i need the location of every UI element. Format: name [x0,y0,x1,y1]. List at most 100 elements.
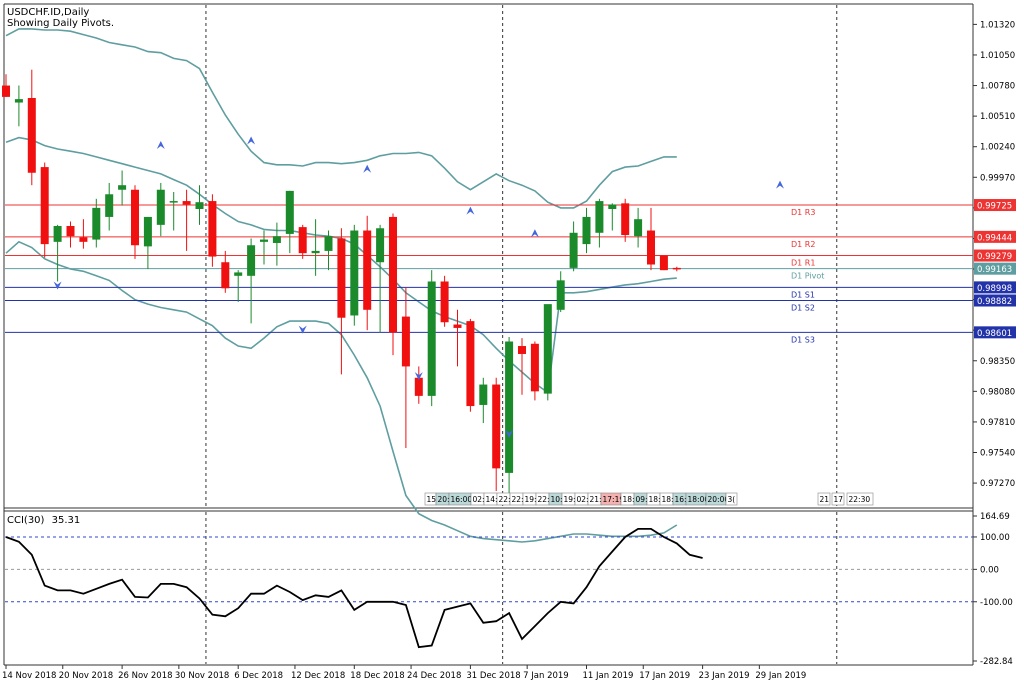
pivot-price-value: 0.98882 [977,297,1012,307]
cci-tick-label: 100.00 [980,533,1010,543]
session-time-label: 18: [649,495,661,504]
cci-tick-label: -100.00 [980,598,1013,608]
price-tick-label: 0.98080 [980,387,1015,397]
candle-body [27,98,36,173]
candle-body [234,272,243,276]
band-upper-line [5,28,677,209]
fractal-up-arrow [776,180,784,189]
candle-body [518,346,526,354]
candle-body [505,341,514,473]
date-tick-label: 14 Nov 2018 [2,671,56,681]
session-time-label: 09: [636,495,648,504]
pivot-price-tag [974,249,1016,262]
session-time-label: 19: [564,495,576,504]
session-time-label: 18: [662,495,674,504]
price-tick-label: 0.97270 [980,479,1015,489]
price-tick-label: 0.97810 [980,418,1015,428]
date-tick-label: 12 Dec 2018 [291,671,345,681]
pivot-price-value: 0.99279 [977,252,1012,262]
price-tick-label: 0.97540 [980,449,1015,459]
pivot-price-value: 0.99163 [977,265,1012,275]
session-time-label: 18:00 [688,495,710,504]
candle-body [131,189,139,246]
pivot-price-value: 0.98601 [977,329,1012,339]
candle-body [285,190,294,234]
session-time-label: 17:19 [603,495,625,504]
candle-body [543,304,552,394]
date-axis: 14 Nov 2018 20 Nov 2018 26 Nov 2018 30 Nov … [2,665,806,681]
candle-body [156,189,165,225]
pivot-price-tag [974,230,1016,243]
candle-body [53,225,62,242]
candle-body [298,227,307,254]
session-time-label: 3( [728,495,736,504]
session-time-label: 02: [577,495,589,504]
fractal-down-arrow [53,281,62,290]
session-time-label: 22: [499,495,511,504]
session-time-label: 14: [486,495,498,504]
cci-name: CCI(30) [7,515,45,526]
candle-body [350,230,359,316]
pivot-label: D1 S2 [791,304,815,313]
price-tick-label: 0.98350 [980,357,1015,367]
session-time-label: 18: [623,495,635,504]
session-time-label: 10: [551,495,563,504]
session-time-label: 02: [473,495,485,504]
candle-body [466,321,475,407]
pivot-price-value: 0.98998 [977,284,1012,294]
fractal-down-arrow [414,372,423,381]
candle-body [221,262,230,289]
candle-body [79,237,88,242]
candle-body [556,280,565,310]
date-tick-label: 17 Jan 2019 [639,671,690,681]
session-time-label: 21 [820,495,830,504]
fractal-up-arrow [156,140,165,149]
candle-body [659,255,668,271]
date-tick-label: 18 Dec 2018 [350,671,404,681]
price-tick-label: 1.00240 [980,143,1015,153]
candle-body [647,230,655,265]
session-time-label: 22: [512,495,524,504]
candle-body [169,201,178,203]
cci-tick-label: 0.00 [980,565,999,575]
price-tick-label: 1.00510 [980,112,1015,122]
pivot-label: D1 S1 [791,290,815,299]
session-time-label: 17 [834,495,844,504]
cci-tick-label: 164.69 [980,512,1010,522]
pivot-label: D1 R2 [791,240,815,249]
session-time-label: 16: [675,495,687,504]
candle-body [569,232,578,268]
pivot-label: D1 Pivot [791,272,824,281]
pivot-label: D1 R1 [791,259,815,268]
candle-body [2,85,10,97]
pivot-price-value: 0.99444 [977,233,1012,243]
candle-body [608,204,617,209]
cci-current-value: 35.31 [52,515,81,526]
candle-body [440,281,449,323]
candle-body [479,384,488,405]
candle-body [427,281,436,396]
session-time-label: 20: [438,495,450,504]
session-time-label: 22:30 [849,495,871,504]
pivot-price-tag [974,281,1016,294]
candle-body [208,201,217,257]
fractal-down-arrow [298,325,307,334]
session-time-label: 20:00 [708,495,730,504]
candle-body [272,236,281,243]
pivot-price-tag [974,294,1016,307]
date-tick-label: 7 Jan 2019 [523,671,569,681]
session-time-box [817,492,831,506]
symbol-title: USDCHF.ID,Daily [7,7,89,18]
cci-panel: 164.69 100.00 0.00 -100.00 -282.84 [5,512,1013,667]
fractal-up-arrow [530,229,539,238]
candle-body [376,228,385,263]
pivot-price-tag [974,262,1016,275]
date-tick-label: 30 Nov 2018 [175,671,229,681]
candle-body [260,239,268,242]
candle-body [453,324,462,328]
candle-body [247,245,256,276]
candle-body [118,185,127,190]
pivot-lines: D1 R3 D1 R2 D1 R1 D1 Pivot D1 S1 D1 S2 D1 S3 [5,204,973,344]
